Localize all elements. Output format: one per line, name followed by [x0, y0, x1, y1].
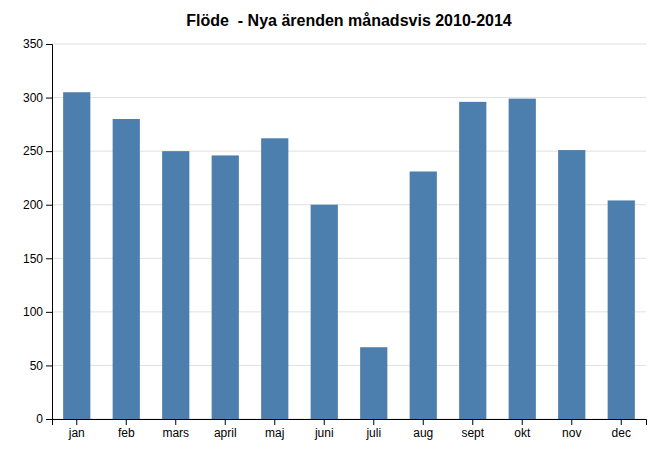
x-tick: maj: [265, 419, 284, 440]
tick-mark: [46, 205, 52, 206]
tick-mark: [46, 365, 52, 366]
tick-mark: [373, 419, 374, 425]
bar: [212, 155, 239, 419]
bar: [608, 200, 635, 419]
bar: [459, 102, 486, 419]
bar: [509, 99, 536, 419]
tick-mark: [46, 419, 52, 420]
x-tick: jan: [68, 419, 85, 440]
y-tick: 0: [36, 412, 52, 426]
tick-label: feb: [118, 426, 135, 440]
x-tick: sept: [461, 419, 484, 440]
axis-line: [53, 420, 647, 426]
bar: [558, 150, 585, 419]
tick-mark: [46, 98, 52, 99]
bar: [162, 151, 189, 419]
grid-line: [52, 204, 646, 205]
tick-mark: [423, 419, 424, 425]
tick-label: 0: [36, 412, 43, 426]
grid-line: [52, 365, 646, 366]
grid-line: [52, 44, 646, 45]
grid: [52, 44, 646, 419]
tick-label: 250: [23, 144, 43, 158]
tick-label: okt: [514, 426, 531, 440]
tick-mark: [225, 419, 226, 425]
bar: [113, 119, 140, 419]
bar: [63, 92, 90, 419]
y-axis: 0 50 100 150 200 250 300 350: [23, 37, 53, 426]
grid-line: [52, 258, 646, 259]
tick-mark: [522, 419, 523, 425]
bar: [360, 347, 387, 419]
tick-label: maj: [265, 426, 284, 440]
tick-label: 200: [23, 198, 43, 212]
bars: [63, 92, 635, 419]
tick-mark: [571, 419, 572, 425]
y-tick: 100: [23, 305, 52, 319]
y-tick: 350: [23, 37, 52, 51]
tick-label: mars: [162, 426, 189, 440]
x-tick: okt: [514, 419, 531, 440]
bar: [410, 172, 437, 420]
tick-label: 300: [23, 91, 43, 105]
tick-mark: [621, 419, 622, 425]
y-tick: 50: [30, 359, 52, 373]
grid-line: [52, 311, 646, 312]
grid-line: [52, 151, 646, 152]
tick-label: 150: [23, 252, 43, 266]
tick-mark: [274, 419, 275, 425]
chart: jan feb mars april maj juni juli aug sept okt nov d…: [0, 0, 666, 455]
tick-label: dec: [612, 426, 631, 440]
tick-mark: [46, 312, 52, 313]
y-tick: 150: [23, 252, 52, 266]
y-tick: 200: [23, 198, 52, 212]
y-tick: 250: [23, 144, 52, 158]
x-tick: april: [214, 419, 237, 440]
bar: [261, 138, 288, 419]
title: Flöde - Nya ärenden månadsvis 2010-2014: [186, 12, 512, 29]
x-tick: mars: [162, 419, 189, 440]
tick-label: nov: [562, 426, 581, 440]
tick-label: 100: [23, 305, 43, 319]
x-tick: feb: [118, 419, 135, 440]
grid-line: [52, 97, 646, 98]
tick-mark: [46, 151, 52, 152]
tick-label: jan: [68, 426, 85, 440]
tick-mark: [46, 258, 52, 259]
tick-label: sept: [461, 426, 484, 440]
tick-label: 350: [23, 37, 43, 51]
x-tick: nov: [562, 419, 581, 440]
bar: [311, 205, 338, 419]
x-axis: jan feb mars april maj juni juli aug sept okt nov d…: [53, 419, 647, 440]
x-tick: juli: [365, 419, 381, 440]
tick-mark: [472, 419, 473, 425]
tick-mark: [126, 419, 127, 425]
x-tick: dec: [612, 419, 631, 440]
tick-mark: [76, 419, 77, 425]
tick-mark: [46, 44, 52, 45]
axis-line: [46, 45, 53, 420]
plot-area: jan feb mars april maj juni juli aug sept okt nov d…: [23, 37, 647, 439]
x-tick: aug: [413, 419, 433, 440]
tick-label: juli: [365, 426, 381, 440]
y-tick: 300: [23, 91, 52, 105]
tick-mark: [175, 419, 176, 425]
tick-label: 50: [30, 359, 44, 373]
x-tick: juni: [314, 419, 334, 440]
tick-label: april: [214, 426, 237, 440]
tick-label: aug: [413, 426, 433, 440]
tick-label: juni: [314, 426, 334, 440]
tick-mark: [324, 419, 325, 425]
